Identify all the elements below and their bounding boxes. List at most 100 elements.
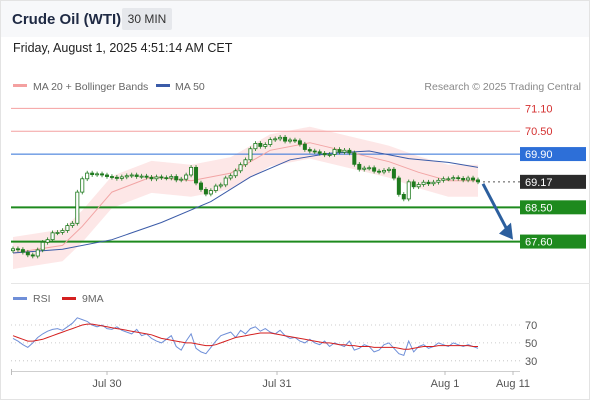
candle-body	[10, 248, 15, 252]
candle-body	[307, 149, 312, 152]
candle-body	[169, 176, 174, 179]
candle-body	[65, 225, 70, 231]
candle-body	[25, 251, 30, 256]
forecast-arrow	[481, 183, 513, 240]
candle-body	[233, 170, 238, 177]
rsi-legend-swatch	[13, 297, 27, 300]
level-label: 71.10	[525, 103, 553, 115]
level-label: 68.50	[525, 202, 553, 214]
rsi-ma-line	[12, 323, 478, 350]
candle-body	[386, 168, 391, 171]
candle-body	[258, 143, 263, 147]
candle-body	[139, 175, 144, 178]
candles	[10, 135, 480, 259]
rsi-legend: RSI 9MA	[13, 293, 104, 305]
forecast-arrow-shaft	[481, 183, 509, 231]
candle-body	[406, 181, 411, 200]
candle-body	[436, 179, 441, 183]
candle-body	[382, 170, 387, 173]
candle-body	[40, 241, 45, 251]
level-label: 69.17	[525, 177, 553, 189]
candle-body	[283, 136, 288, 142]
candle-body	[372, 167, 377, 172]
candle-body	[35, 249, 40, 257]
candle-body	[446, 178, 451, 181]
candle-body	[174, 176, 179, 181]
candle-body	[362, 167, 367, 170]
candle-body	[332, 149, 337, 155]
candle-body	[253, 143, 258, 150]
candle-body	[100, 173, 105, 176]
candle-body	[194, 166, 199, 184]
candle-body	[312, 150, 317, 153]
candle-body	[396, 177, 401, 195]
level-tag-last	[520, 174, 586, 189]
candle-body	[90, 172, 95, 176]
rsi-tick-label: 30	[525, 356, 537, 368]
time-axis: Jul 30 Jul 31 Aug 1 Aug 11	[11, 369, 530, 390]
candle-body	[228, 175, 233, 179]
ma20-legend-label: MA 20 + Bollinger Bands	[33, 81, 148, 93]
level-label: 67.60	[525, 237, 553, 249]
candle-body	[213, 185, 218, 191]
level-label: 70.50	[525, 126, 553, 138]
candle-body	[466, 177, 471, 181]
main-legend: MA 20 + Bollinger Bands MA 50 Research ©…	[13, 81, 581, 93]
candle-body	[20, 249, 25, 253]
timeframe-badge[interactable]: 30 MIN	[122, 8, 172, 30]
candle-body	[243, 159, 248, 166]
candle-body	[268, 139, 273, 145]
candle-body	[475, 179, 480, 183]
rsi-ma-legend-label: 9MA	[82, 293, 104, 305]
ma50-legend-swatch	[156, 84, 170, 87]
candle-body	[342, 149, 347, 153]
candle-body	[248, 148, 253, 161]
candle-body	[238, 164, 243, 172]
candle-body	[426, 181, 431, 185]
rsi-panel: 70 50 30	[11, 317, 537, 368]
candle-body	[95, 173, 100, 176]
candle-body	[411, 181, 416, 188]
candle-body	[327, 154, 332, 156]
candle-body	[154, 176, 159, 180]
candle-body	[134, 174, 139, 177]
time-tick-label: Aug 11	[496, 378, 530, 390]
ma20-legend-swatch	[13, 84, 27, 87]
candle-body	[114, 176, 119, 179]
candle-body	[218, 184, 223, 187]
rsi-ma-legend-swatch	[62, 297, 76, 300]
candle-body	[416, 184, 421, 188]
candle-body	[347, 149, 352, 154]
candle-body	[317, 151, 322, 154]
candle-body	[104, 174, 109, 177]
candle-body	[85, 172, 90, 180]
candle-body	[119, 176, 124, 179]
header-bar: Crude Oil (WTI) 30 MIN	[1, 1, 589, 37]
candle-body	[75, 191, 80, 224]
candle-body	[302, 143, 307, 150]
candle-body	[198, 182, 203, 190]
price-area: 71.10 70.50 69.90 69.17 68.50 67.60	[10, 103, 586, 269]
level-label: 69.90	[525, 149, 553, 161]
candle-body	[144, 175, 149, 178]
candle-body	[421, 181, 426, 185]
candle-body	[292, 139, 297, 142]
candle-body	[124, 175, 129, 178]
candle-body	[461, 178, 466, 181]
candle-body	[70, 222, 75, 226]
candle-body	[357, 163, 362, 170]
timestamp: Friday, August 1, 2025 4:51:14 AM CET	[13, 41, 233, 55]
candle-body	[337, 149, 342, 153]
candle-body	[391, 168, 396, 179]
candle-body	[80, 178, 85, 193]
candle-body	[223, 177, 228, 186]
rsi-legend-label: RSI	[33, 293, 51, 305]
candle-body	[377, 170, 382, 173]
candle-body	[431, 181, 436, 185]
rsi-tick-label: 70	[525, 320, 537, 332]
candle-body	[55, 232, 60, 234]
rsi-tick-label: 50	[525, 338, 537, 350]
time-tick-label: Jul 31	[262, 378, 291, 390]
candle-body	[109, 176, 114, 178]
